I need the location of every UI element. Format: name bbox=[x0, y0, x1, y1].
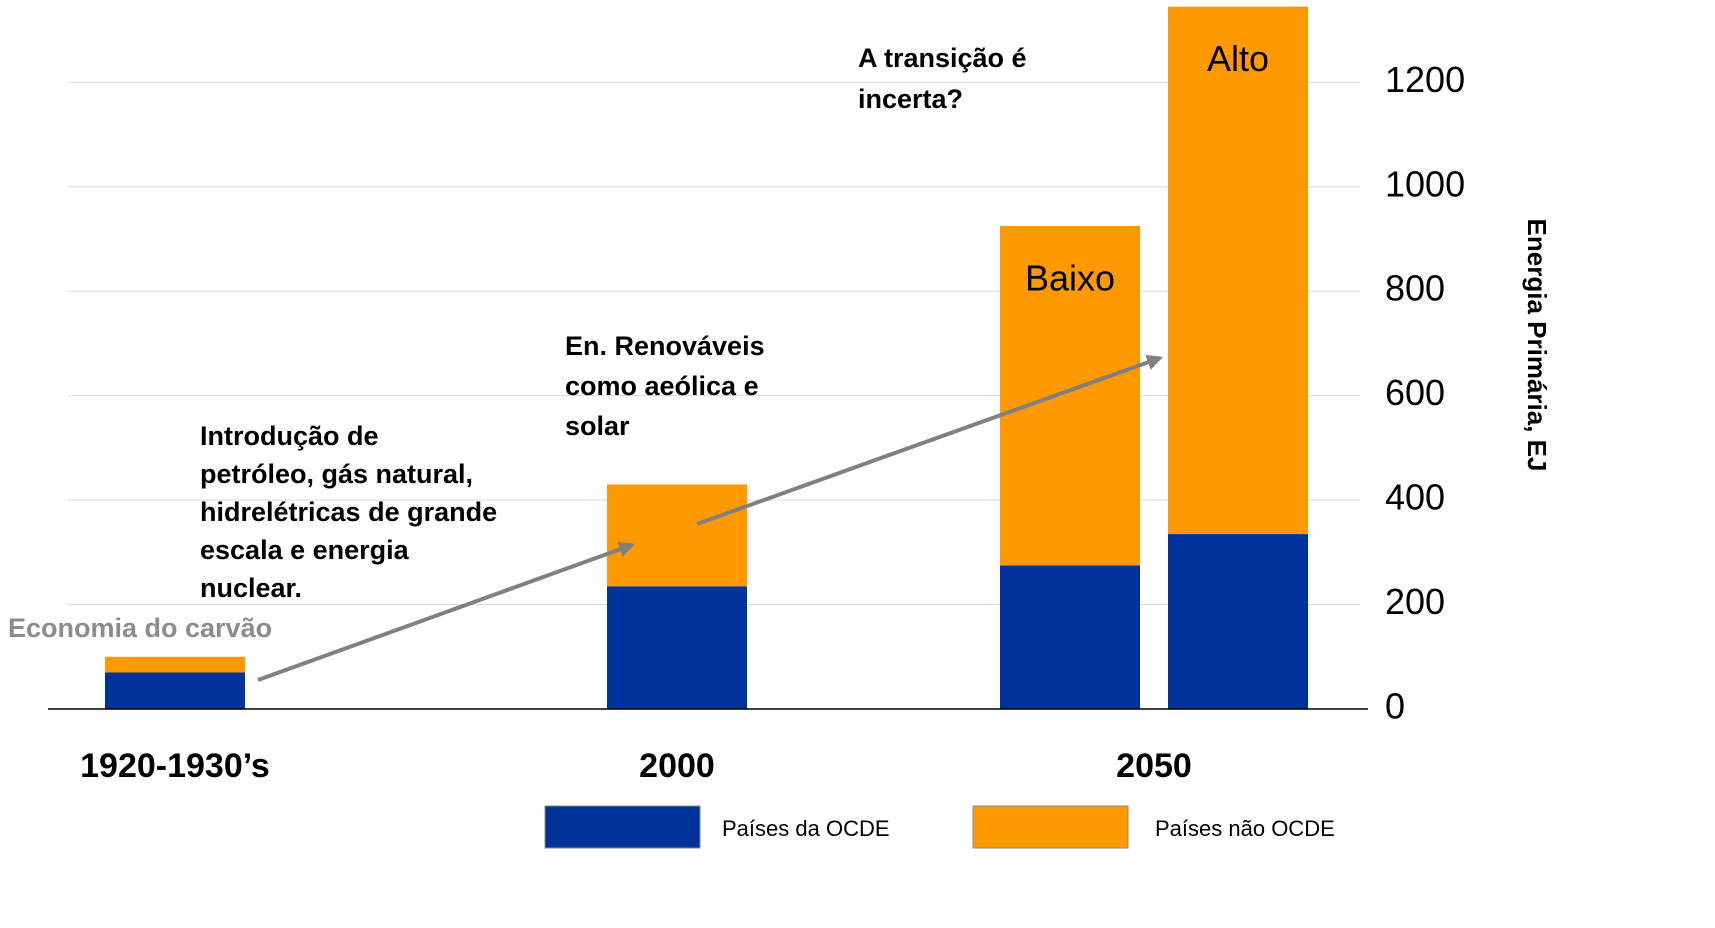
x-tick-label: 2050 bbox=[1116, 747, 1192, 785]
bar-segment bbox=[607, 586, 747, 709]
annotation: Introdução de bbox=[200, 421, 379, 451]
y-axis-label: Energia Primária, EJ bbox=[1522, 219, 1552, 472]
bar-segment bbox=[105, 656, 245, 673]
y-tick-label: 400 bbox=[1385, 477, 1445, 518]
bar-segment bbox=[1168, 534, 1308, 709]
y-tick-label: 200 bbox=[1385, 581, 1445, 622]
annotation: hidrelétricas de grande bbox=[200, 497, 497, 527]
bar-segment bbox=[1000, 225, 1140, 566]
y-tick-label: 1000 bbox=[1385, 163, 1465, 204]
y-tick-label: 1200 bbox=[1385, 59, 1465, 100]
arrow bbox=[696, 354, 1164, 526]
bar-segment bbox=[1000, 565, 1140, 709]
bar-label: Alto bbox=[1207, 38, 1269, 79]
bar-segment bbox=[1168, 6, 1308, 535]
legend-label: Países da OCDE bbox=[722, 816, 890, 841]
annotation: petróleo, gás natural, bbox=[200, 459, 473, 489]
legend-label: Países não OCDE bbox=[1155, 816, 1335, 841]
bar-label: Baixo bbox=[1025, 257, 1115, 298]
y-tick-label: 0 bbox=[1385, 686, 1405, 727]
annotation: En. Renováveis bbox=[565, 331, 765, 361]
annotation: escala e energia bbox=[200, 535, 410, 565]
bar-segment bbox=[105, 672, 245, 709]
annotation: Economia do carvão bbox=[8, 613, 272, 643]
annotation: como aeólica e bbox=[565, 371, 759, 401]
annotation: A transição é bbox=[858, 43, 1027, 73]
bar-segment bbox=[607, 484, 747, 587]
annotation: nuclear. bbox=[200, 573, 302, 603]
legend-swatch bbox=[544, 805, 701, 849]
annotation: solar bbox=[565, 411, 630, 441]
x-tick-label: 1920-1930’s bbox=[80, 747, 270, 785]
legend-swatch bbox=[972, 805, 1129, 849]
x-tick-label: 2000 bbox=[639, 747, 715, 785]
y-tick-label: 600 bbox=[1385, 372, 1445, 413]
annotation: incerta? bbox=[858, 84, 963, 114]
arrow bbox=[257, 541, 636, 682]
y-tick-label: 800 bbox=[1385, 268, 1445, 309]
